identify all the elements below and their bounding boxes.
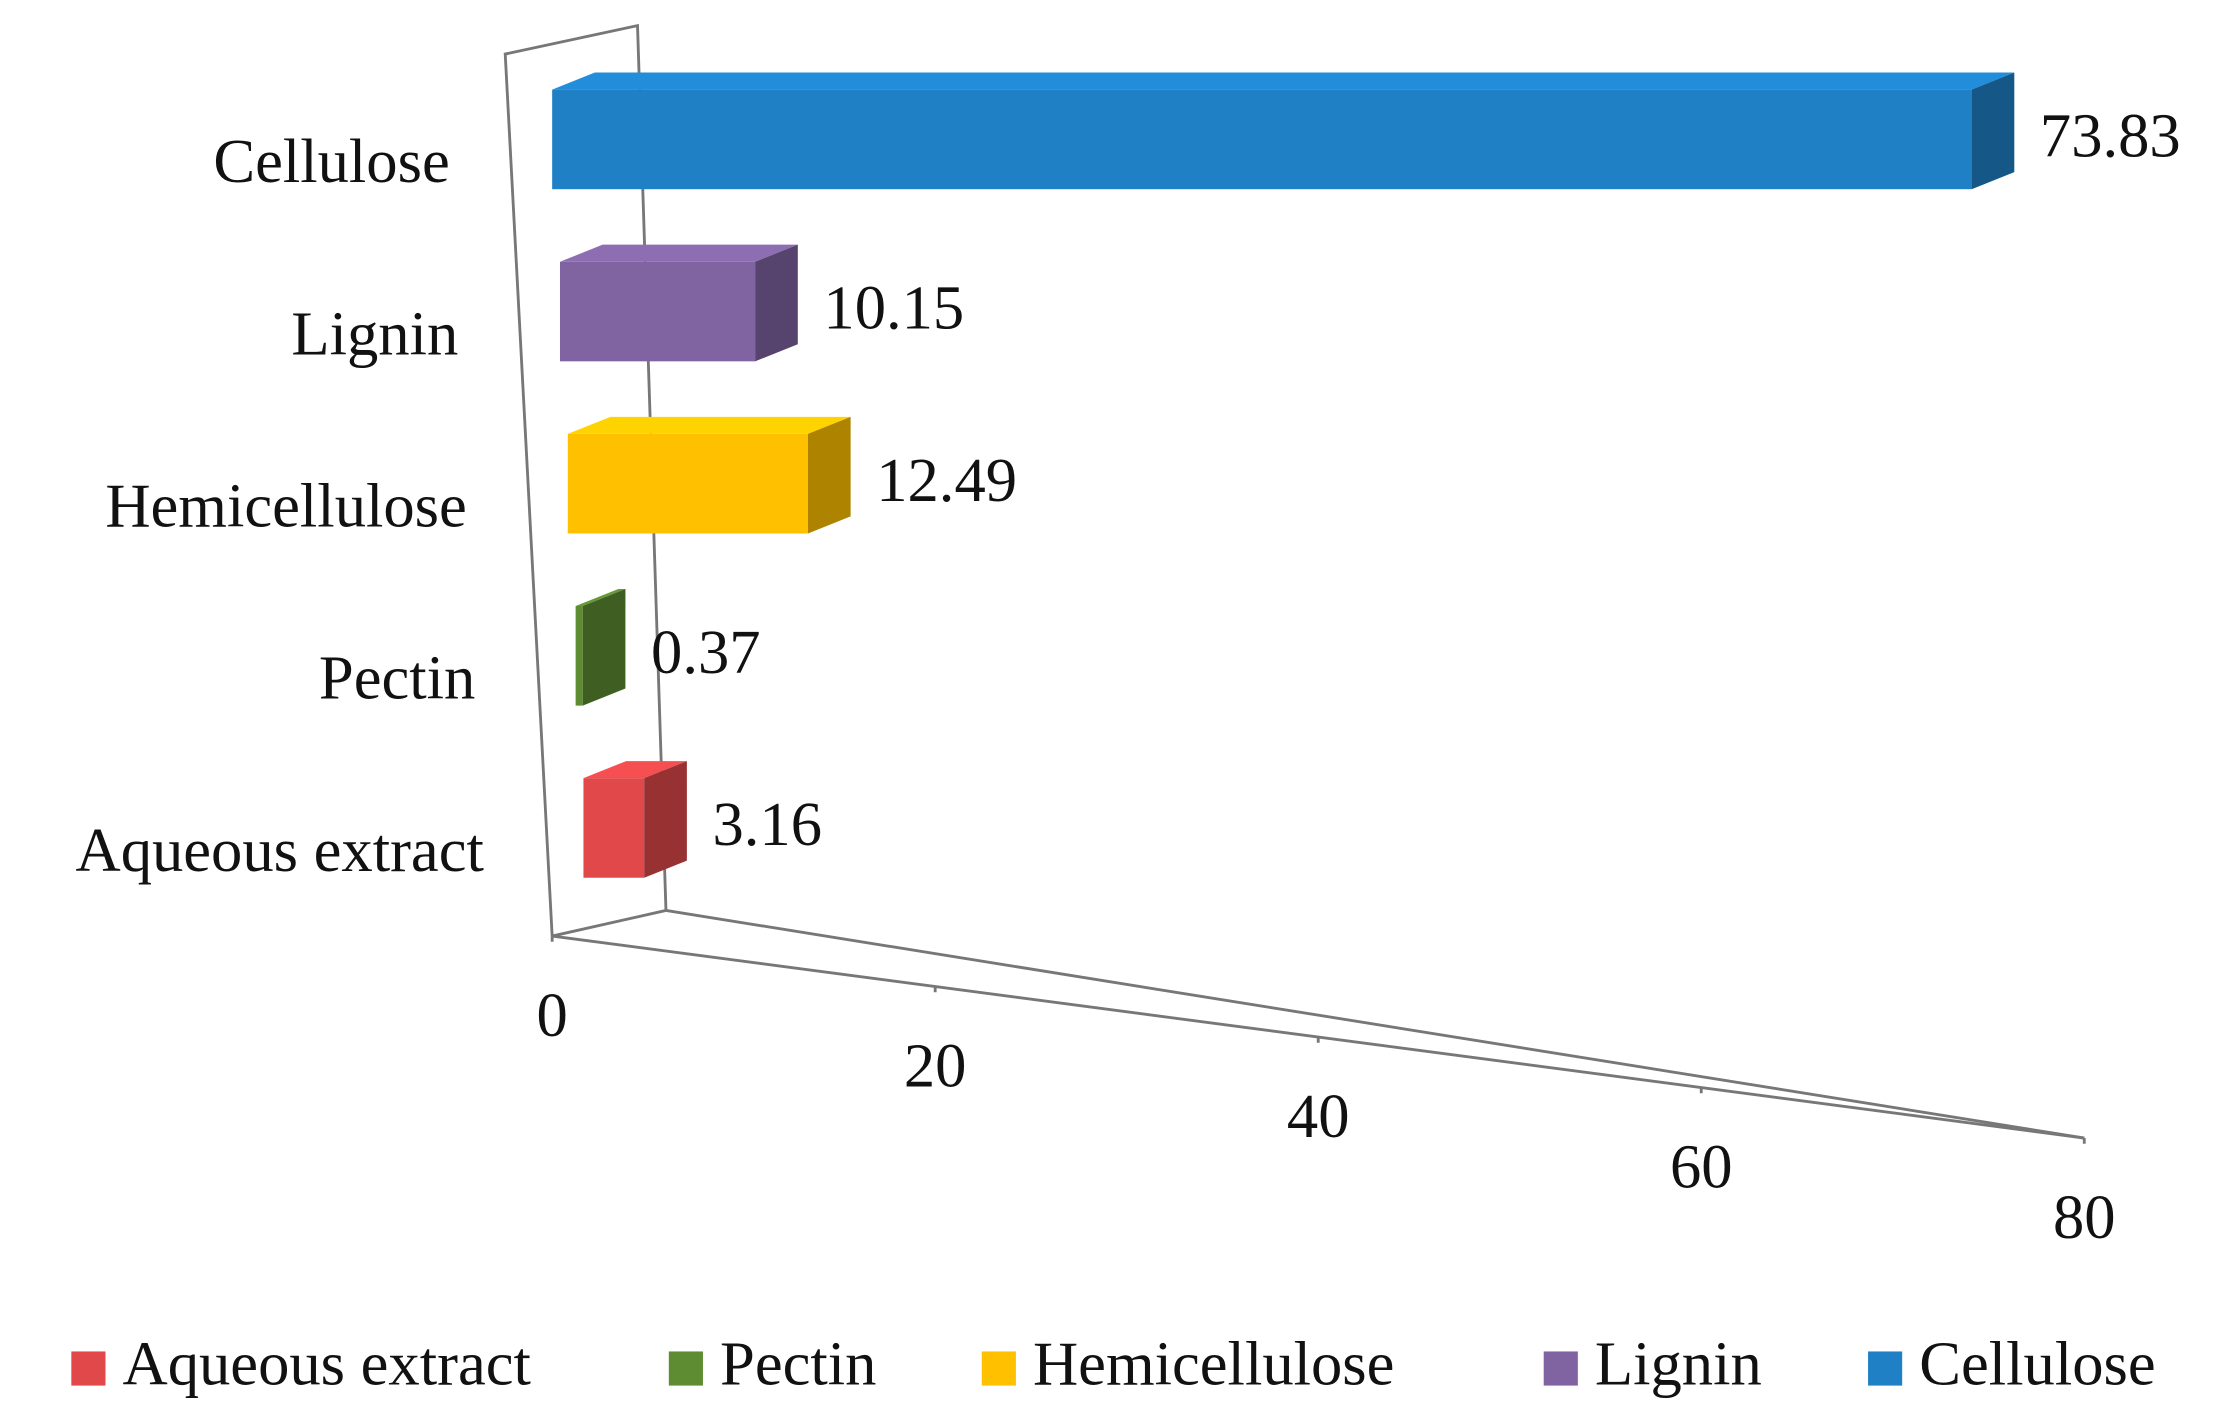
bar-front <box>575 606 583 706</box>
legend-label: Cellulose <box>1919 1328 2155 1398</box>
bar-side <box>807 416 851 534</box>
legend-swatch <box>668 1351 703 1386</box>
x-tick-label: 80 <box>2053 1182 2116 1252</box>
legend-label: Hemicellulose <box>1033 1328 1394 1398</box>
x-tick-label: 0 <box>537 980 568 1050</box>
bar-top <box>575 588 626 607</box>
x-tick-label: 60 <box>1670 1131 1733 1201</box>
legend-swatch <box>981 1351 1016 1386</box>
y-tick-label: Pectin <box>319 643 475 713</box>
bar-front <box>583 778 645 878</box>
y-tick-label: Cellulose <box>213 126 449 196</box>
floor-edge <box>551 909 667 938</box>
bar-side <box>582 588 626 706</box>
y-tick-label: Hemicellulose <box>105 470 466 540</box>
legend-label: Aqueous extract <box>123 1328 532 1398</box>
bar-side <box>1971 72 2015 190</box>
floor-back-edge <box>665 909 2085 1140</box>
data-label: 0.37 <box>651 617 761 687</box>
bar-front <box>567 433 808 534</box>
bar-front <box>552 89 1972 190</box>
data-label: 10.15 <box>823 273 964 343</box>
data-label: 3.16 <box>712 789 822 859</box>
legend-swatch <box>71 1351 106 1386</box>
legend-label: Lignin <box>1595 1328 1762 1398</box>
bar-top <box>567 416 851 434</box>
y-tick-label: Aqueous extract <box>76 815 485 885</box>
bar-top <box>552 72 2015 90</box>
bar-side <box>644 761 687 878</box>
bar-top <box>559 244 798 262</box>
y-tick-label: Lignin <box>291 298 458 368</box>
data-label: 73.83 <box>2040 101 2181 171</box>
x-tick-label: 40 <box>1287 1081 1350 1151</box>
bar-top <box>583 761 687 779</box>
legend-swatch <box>1543 1351 1578 1386</box>
bar-front <box>559 261 756 362</box>
bar-side <box>755 244 798 362</box>
legend-label: Pectin <box>720 1328 876 1398</box>
data-label: 12.49 <box>876 445 1017 515</box>
x-tick-label: 20 <box>904 1030 967 1100</box>
legend-swatch <box>1868 1351 1903 1386</box>
